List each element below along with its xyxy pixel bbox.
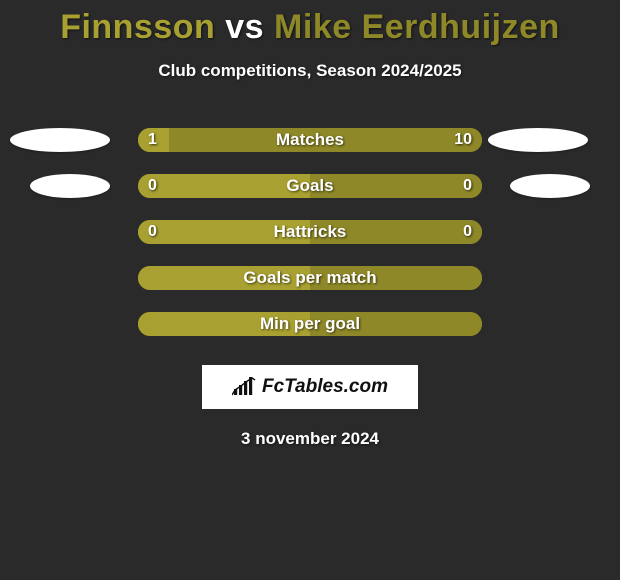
watermark-text: FcTables.com	[262, 376, 388, 398]
stat-bar: Matches1 10	[138, 128, 482, 152]
value-left: 0	[148, 220, 157, 244]
stat-label: Hattricks	[138, 220, 482, 244]
vs-text: vs	[225, 8, 264, 46]
team-ellipse-right	[510, 174, 590, 198]
comparison-infographic: Finnsson vs Mike Eerdhuijzen Club compet…	[0, 0, 620, 449]
value-right: 10	[454, 128, 472, 152]
stat-bar: Goals0 0	[138, 174, 482, 198]
stat-label: Matches	[138, 128, 482, 152]
date-text: 3 november 2024	[0, 429, 620, 449]
player2-name: Mike Eerdhuijzen	[274, 8, 560, 46]
stat-label: Min per goal	[138, 312, 482, 336]
stat-bar: Min per goal	[138, 312, 482, 336]
player1-name: Finnsson	[60, 8, 215, 46]
watermark: FcTables.com	[202, 365, 418, 409]
team-ellipse-left	[10, 128, 110, 152]
chart-icon	[232, 377, 256, 397]
value-right: 0	[463, 174, 472, 198]
team-ellipse-right	[488, 128, 588, 152]
stat-label: Goals per match	[138, 266, 482, 290]
stat-row: Goals per match	[0, 255, 620, 301]
value-right: 0	[463, 220, 472, 244]
page-title: Finnsson vs Mike Eerdhuijzen	[0, 8, 620, 47]
stat-bar: Hattricks0 0	[138, 220, 482, 244]
value-left: 0	[148, 174, 157, 198]
subtitle: Club competitions, Season 2024/2025	[0, 61, 620, 81]
stat-bar: Goals per match	[138, 266, 482, 290]
team-ellipse-left	[30, 174, 110, 198]
stat-rows: Matches110Goals00Hattricks00Goals per ma…	[0, 117, 620, 347]
value-left: 1	[148, 128, 157, 152]
stat-row: Hattricks0 0	[0, 209, 620, 255]
stat-label: Goals	[138, 174, 482, 198]
stat-row: Min per goal	[0, 301, 620, 347]
stat-row: Matches1 10	[0, 117, 620, 163]
stat-row: Goals0 0	[0, 163, 620, 209]
